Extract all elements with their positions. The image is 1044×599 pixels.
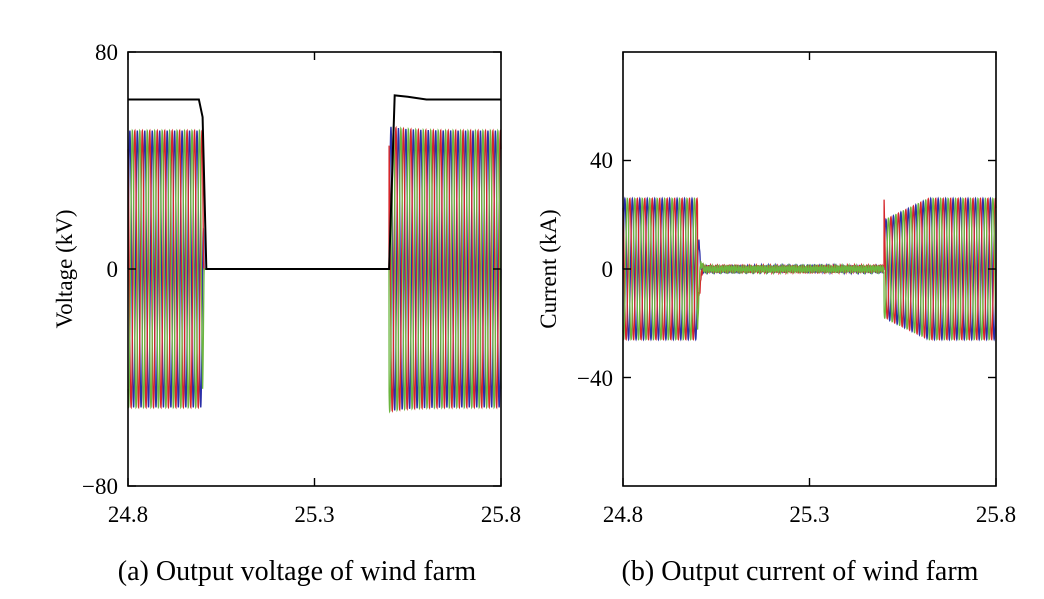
voltage-series-group (127, 94, 502, 414)
voltage-caption: (a) Output voltage of wind farm (118, 556, 477, 587)
current-ticks (622, 52, 997, 486)
voltage-x-tick-2: 25.8 (481, 502, 521, 527)
voltage-y-tick-1: 0 (107, 257, 119, 282)
voltage-x-tick-0: 24.8 (108, 502, 148, 527)
current-y-tick-1: 0 (602, 257, 614, 282)
current-series-group (622, 196, 997, 342)
current-caption: (b) Output current of wind farm (622, 556, 979, 587)
current-chart: 24.8 25.3 25.8 40 0 −40 Current (kA) (b)… (536, 51, 1016, 587)
current-phase-c-line (622, 197, 997, 341)
voltage-chart: 24.8 25.3 25.8 80 0 −80 Voltage (kV) (a)… (52, 40, 521, 587)
current-x-tick-0: 24.8 (603, 502, 643, 527)
voltage-y-axis-label: Voltage (kV) (52, 209, 77, 328)
voltage-rms-envelope-line (128, 94, 501, 270)
voltage-y-tick-2: −80 (82, 474, 118, 499)
voltage-ticks (127, 51, 502, 487)
current-x-tick-1: 25.3 (789, 502, 829, 527)
voltage-x-tick-1: 25.3 (294, 502, 334, 527)
current-y-tick-2: −40 (577, 366, 613, 391)
current-y-tick-0: 40 (590, 148, 613, 173)
current-x-tick-2: 25.8 (976, 502, 1016, 527)
current-y-axis-label: Current (kA) (536, 209, 561, 328)
voltage-y-tick-0: 80 (95, 40, 118, 65)
